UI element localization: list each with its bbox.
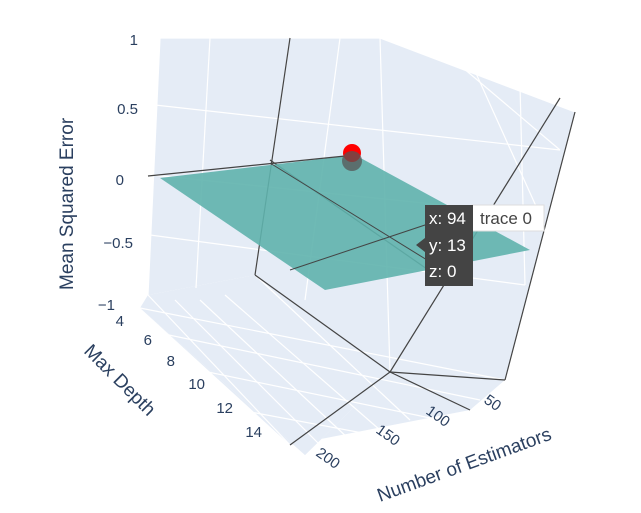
z-tick-0: 0 xyxy=(116,172,124,189)
y-axis-title: Max Depth xyxy=(79,341,159,421)
z-tick-neg-0.5: −0.5 xyxy=(103,235,133,252)
floor xyxy=(140,308,505,455)
surface-cross xyxy=(289,219,441,271)
z-axis-ticks: 1 0.5 0 −0.5 −1 xyxy=(98,32,138,314)
y-tick-8: 8 xyxy=(167,353,175,370)
data-marker[interactable] xyxy=(342,144,362,171)
surface-diagonal xyxy=(269,162,441,269)
z-tick-0.5: 0.5 xyxy=(117,101,138,118)
x-tick-50: 50 xyxy=(481,391,504,414)
hover-y: y: 13 xyxy=(429,236,466,255)
surface-edge xyxy=(147,154,356,177)
x-tick-200: 200 xyxy=(313,444,343,472)
hover-tooltip: trace 0 x: 94 y: 13 z: 0 xyxy=(416,204,545,286)
hover-name-box xyxy=(471,204,545,232)
marker-hover-shadow xyxy=(342,151,362,171)
hover-trace-name: trace 0 xyxy=(480,209,532,228)
z-tick-1: 1 xyxy=(130,32,138,49)
hover-z: z: 0 xyxy=(429,262,456,281)
y-axis-ticks: 4 6 8 10 12 14 xyxy=(116,313,262,441)
z-tick-neg-1: −1 xyxy=(98,297,115,314)
y-tick-14: 14 xyxy=(245,424,262,441)
y-tick-12: 12 xyxy=(216,400,233,417)
hover-x: x: 94 xyxy=(429,209,466,228)
y-tick-10: 10 xyxy=(188,376,205,393)
y-tick-6: 6 xyxy=(144,332,152,349)
y-tick-4: 4 xyxy=(116,313,124,330)
z-axis-title: Mean Squared Error xyxy=(57,117,78,290)
hover-box xyxy=(416,205,473,286)
